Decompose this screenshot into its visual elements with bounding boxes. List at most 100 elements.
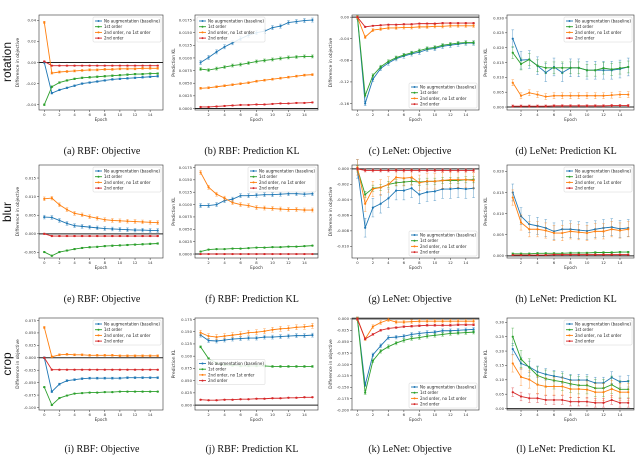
x-tick-label: 12 (133, 112, 138, 117)
data-point (231, 83, 234, 86)
data-point (627, 65, 630, 69)
data-point (387, 336, 390, 339)
legend-item: 1st order (411, 90, 438, 95)
data-point (379, 350, 382, 353)
data-point (118, 219, 122, 222)
data-point (456, 169, 460, 172)
caption-b: (b) RBF: Prediction KL (204, 146, 300, 157)
data-point (627, 228, 630, 231)
series-2 (42, 242, 160, 257)
data-point (73, 84, 76, 87)
data-point (88, 391, 91, 394)
x-tick-label: 2 (372, 412, 375, 417)
data-point (199, 61, 202, 64)
data-point (418, 336, 421, 339)
legend-item: 2nd order (95, 186, 124, 191)
data-point (433, 190, 436, 193)
x-tick-label: 14 (148, 112, 153, 117)
data-point (88, 246, 91, 249)
y-tick-label: -0.100 (337, 362, 350, 367)
data-point (395, 189, 398, 192)
legend-item: No augmentation (baseline) (95, 18, 160, 23)
data-point (433, 324, 436, 327)
y-tick-label: 0.0000 (179, 106, 193, 111)
data-point (231, 104, 234, 107)
legend-label: 2nd order (575, 186, 595, 191)
data-point (594, 230, 597, 233)
data-point (80, 82, 84, 85)
data-point (50, 216, 53, 219)
data-point (239, 203, 242, 206)
data-point (528, 253, 531, 257)
legend-item: 2nd order, no 1st order (566, 180, 622, 185)
data-point (552, 94, 556, 97)
data-point (303, 334, 306, 337)
data-point (96, 368, 99, 371)
data-point (618, 104, 622, 107)
data-point (141, 67, 144, 70)
x-tick-label: 10 (270, 112, 275, 117)
data-point (263, 397, 266, 400)
legend-item: No augmentation (baseline) (411, 232, 476, 237)
legend-item: 1st order (95, 327, 122, 332)
series-3 (42, 326, 160, 359)
data-point (156, 368, 159, 371)
data-point (379, 321, 382, 324)
series-2 (356, 316, 475, 395)
data-point (58, 219, 61, 222)
y-tick-label: 0.0175 (179, 17, 193, 22)
data-point (255, 246, 258, 249)
data-point (223, 335, 226, 338)
legend-label: 1st order (575, 24, 593, 29)
data-point (103, 234, 106, 238)
y-axis-label: Difference in objective (15, 339, 21, 389)
data-point (111, 219, 114, 222)
data-point (379, 202, 382, 205)
legend-box (92, 166, 162, 193)
data-point (594, 251, 597, 254)
data-point (255, 206, 258, 209)
y-tick-label: 0.150 (181, 329, 192, 334)
data-point (561, 231, 564, 235)
data-point (215, 50, 218, 53)
legend-marker (413, 391, 416, 394)
data-point (133, 376, 137, 379)
data-point (239, 252, 242, 256)
data-point (536, 105, 539, 108)
data-point (103, 218, 106, 221)
y-tick-label: 0.000 (181, 402, 192, 407)
data-point (231, 334, 234, 337)
data-point (577, 66, 580, 69)
data-point (58, 88, 61, 92)
data-point (96, 234, 99, 238)
data-point (263, 79, 266, 82)
y-tick-label: -0.002 (337, 182, 350, 187)
data-point (585, 388, 589, 391)
legend-label: 2nd order, no 1st order (208, 30, 255, 35)
data-point (88, 76, 91, 79)
data-point (402, 189, 405, 192)
legend-item: 1st order (411, 238, 438, 243)
legend-marker (568, 340, 571, 343)
data-point (511, 37, 514, 40)
data-point (231, 337, 234, 341)
x-tick-label: 14 (618, 112, 623, 117)
legend-marker (97, 323, 100, 325)
data-point (379, 329, 382, 332)
x-tick-label: 8 (104, 112, 107, 117)
x-tick-label: 4 (536, 112, 539, 117)
data-point (441, 333, 444, 336)
data-point (118, 64, 122, 67)
data-point (544, 229, 547, 232)
data-point (395, 26, 398, 30)
data-point (561, 398, 564, 402)
data-point (569, 253, 572, 256)
legend-label: 2nd order, no 1st order (420, 244, 467, 249)
data-point (43, 386, 46, 389)
y-tick-label: 0.20 (496, 348, 505, 353)
data-point (449, 187, 452, 191)
data-point (247, 336, 250, 340)
